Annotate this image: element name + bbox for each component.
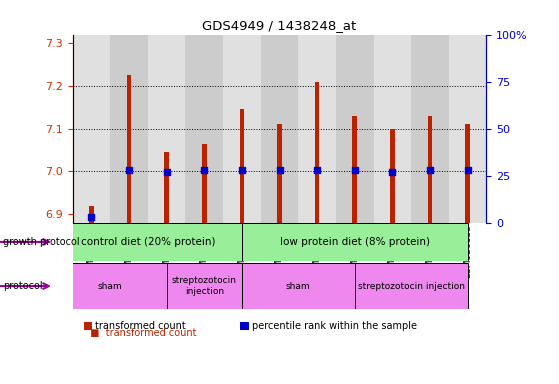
Bar bbox=[280, 223, 317, 261]
Text: low protein diet (8% protein): low protein diet (8% protein) bbox=[280, 237, 430, 247]
Bar bbox=[280, 263, 317, 309]
Bar bbox=[242, 263, 355, 309]
Bar bbox=[390, 129, 395, 223]
Bar bbox=[430, 263, 467, 309]
Bar bbox=[392, 223, 430, 261]
Bar bbox=[167, 223, 204, 261]
Bar bbox=[465, 124, 470, 223]
Bar bbox=[73, 35, 110, 223]
Bar bbox=[242, 263, 280, 309]
Text: growth protocol: growth protocol bbox=[3, 237, 79, 247]
Bar bbox=[129, 263, 167, 309]
Bar bbox=[411, 35, 449, 223]
Bar bbox=[336, 35, 373, 223]
Point bbox=[425, 167, 434, 173]
Bar bbox=[89, 205, 94, 223]
Text: sham: sham bbox=[98, 281, 122, 291]
Point bbox=[238, 167, 247, 173]
Text: transformed count: transformed count bbox=[95, 321, 186, 331]
Title: GDS4949 / 1438248_at: GDS4949 / 1438248_at bbox=[202, 19, 357, 32]
Bar bbox=[92, 263, 129, 309]
Text: streptozotocin
injection: streptozotocin injection bbox=[172, 276, 237, 296]
Point bbox=[125, 167, 134, 173]
Bar bbox=[127, 75, 131, 223]
Bar bbox=[204, 263, 242, 309]
Bar bbox=[355, 223, 392, 261]
Bar bbox=[277, 124, 282, 223]
Bar bbox=[355, 263, 467, 309]
Bar bbox=[317, 223, 355, 261]
Bar bbox=[167, 263, 242, 309]
Point bbox=[162, 169, 171, 175]
Bar bbox=[353, 116, 357, 223]
Text: sham: sham bbox=[286, 281, 311, 291]
Bar bbox=[54, 263, 167, 309]
Point bbox=[312, 167, 321, 173]
Bar bbox=[223, 35, 260, 223]
Bar bbox=[355, 263, 392, 309]
Point bbox=[275, 167, 284, 173]
Bar bbox=[164, 152, 169, 223]
Bar bbox=[373, 35, 411, 223]
Bar bbox=[92, 223, 129, 261]
Bar bbox=[110, 35, 148, 223]
Bar bbox=[242, 223, 467, 261]
Point bbox=[388, 169, 397, 175]
Point bbox=[87, 214, 96, 220]
Bar bbox=[430, 223, 467, 261]
Bar bbox=[148, 35, 186, 223]
Point bbox=[350, 167, 359, 173]
Bar bbox=[186, 35, 223, 223]
Bar bbox=[167, 263, 204, 309]
Text: control diet (20% protein): control diet (20% protein) bbox=[80, 237, 215, 247]
Bar bbox=[428, 116, 432, 223]
Text: streptozotocin injection: streptozotocin injection bbox=[358, 281, 465, 291]
Bar bbox=[392, 263, 430, 309]
Bar bbox=[129, 223, 167, 261]
Bar bbox=[202, 144, 206, 223]
Bar bbox=[317, 263, 355, 309]
Bar bbox=[240, 109, 244, 223]
Bar bbox=[315, 81, 319, 223]
Text: ■  transformed count: ■ transformed count bbox=[84, 328, 196, 338]
Bar bbox=[54, 223, 92, 261]
Text: protocol: protocol bbox=[3, 281, 42, 291]
Bar bbox=[299, 35, 336, 223]
Bar bbox=[54, 263, 92, 309]
Bar bbox=[449, 35, 486, 223]
Bar bbox=[54, 223, 242, 261]
Bar bbox=[204, 223, 242, 261]
Point bbox=[200, 167, 209, 173]
Point bbox=[463, 167, 472, 173]
Bar bbox=[260, 35, 299, 223]
Bar bbox=[242, 223, 280, 261]
Text: percentile rank within the sample: percentile rank within the sample bbox=[252, 321, 416, 331]
